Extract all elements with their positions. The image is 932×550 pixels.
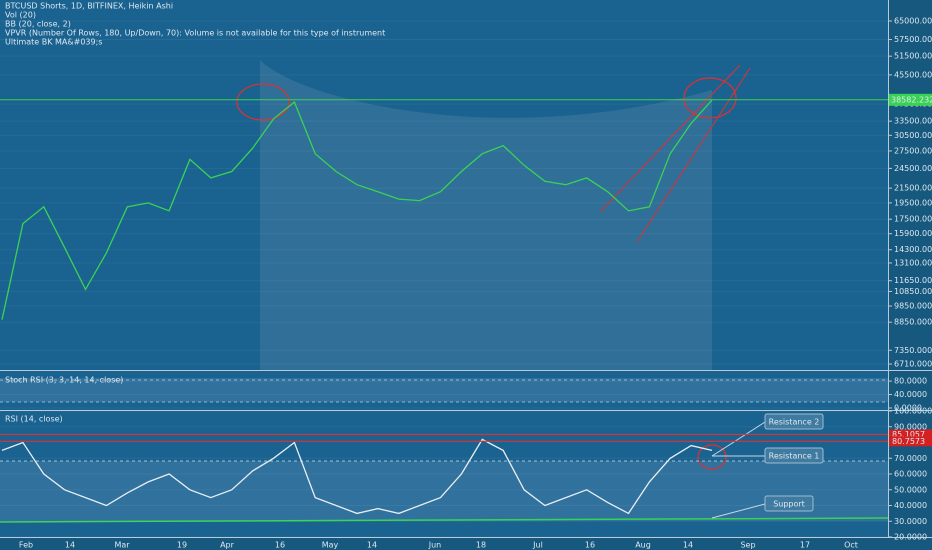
level-label: 80.7573 xyxy=(892,437,925,446)
y-tick-label: 17500.000 xyxy=(894,215,932,224)
x-tick-label: Jul xyxy=(532,541,543,550)
y-tick-label: 0.0000 xyxy=(894,403,922,412)
y-tick-label: 30.0000 xyxy=(894,517,927,526)
y-tick-label: 57500.000 xyxy=(894,35,932,44)
stoch-pane xyxy=(0,371,888,410)
annotation-box xyxy=(764,413,824,430)
y-tick-label: 65000.000 xyxy=(894,17,932,26)
bollinger-band xyxy=(260,60,712,370)
y-tick-label: 9850.000 xyxy=(894,302,932,311)
header-line: BTCUSD Shorts, 1D, BITFINEX, Heikin Ashi xyxy=(5,2,173,11)
price-pane xyxy=(0,0,888,370)
x-tick-label: 16 xyxy=(275,541,285,550)
rsi-pane xyxy=(0,411,888,537)
x-tick-label: 18 xyxy=(476,541,486,550)
level-label: 85.1057 xyxy=(892,430,925,439)
highlight-ellipse xyxy=(236,83,290,121)
highlight-ellipse xyxy=(683,77,737,119)
x-tick-label: Jun xyxy=(428,541,442,550)
y-tick-label: 11650.000 xyxy=(894,276,932,285)
level-label-box xyxy=(889,436,932,447)
series-line xyxy=(1,99,713,320)
x-tick-label: Apr xyxy=(220,541,235,550)
y-tick-label: 27500.000 xyxy=(894,146,932,155)
x-tick-label: 17 xyxy=(800,541,810,550)
series-line xyxy=(1,438,713,515)
y-tick-label: 13100.000 xyxy=(894,258,932,267)
y-tick-label: 8850.000 xyxy=(894,318,932,327)
x-tick-label: Oct xyxy=(844,541,858,550)
y-tick-label: 33500.000 xyxy=(894,117,932,126)
annotation-box xyxy=(764,495,814,512)
y-tick-label: 100.0000 xyxy=(894,407,932,416)
x-tick-label: 14 xyxy=(65,541,75,550)
y-tick-label: 19500.000 xyxy=(894,198,932,207)
header-line: Ultimate BK MA&#039;s xyxy=(5,38,102,47)
y-tick-label: 60.0000 xyxy=(894,470,927,479)
header-line: Vol (20) xyxy=(5,11,36,20)
x-tick-label: 14 xyxy=(367,541,377,550)
header-line: VPVR (Number Of Rows, 180, Up/Down, 70):… xyxy=(5,29,385,38)
price-label-box xyxy=(889,93,932,106)
pane-title: RSI (14, close) xyxy=(5,415,63,424)
y-tick-label: 30500.000 xyxy=(894,131,932,140)
pane-title: Stoch RSI (3, 3, 14, 14, close) xyxy=(5,376,123,385)
price-label: 38582.232 xyxy=(891,95,932,104)
x-tick-label: 16 xyxy=(585,541,595,550)
y-tick-label: 40.0000 xyxy=(894,501,927,510)
annotation-text: Resistance 2 xyxy=(769,418,820,427)
channel-line xyxy=(636,67,751,243)
support-line xyxy=(0,517,889,523)
channel-line xyxy=(599,64,741,213)
y-tick-label: 6710.000 xyxy=(894,360,932,369)
y-tick-label: 51500.000 xyxy=(894,52,932,61)
stoch-band xyxy=(0,378,888,402)
level-label-box xyxy=(889,429,932,440)
x-tick-label: Sep xyxy=(740,541,755,550)
y-tick-label: 20.0000 xyxy=(894,533,927,542)
callout-line xyxy=(711,503,766,519)
x-tick-label: May xyxy=(322,541,339,550)
callout-line xyxy=(711,421,766,457)
x-tick-label: Mar xyxy=(114,541,130,550)
y-tick-label: 10850.000 xyxy=(894,287,932,296)
x-tick-label: 19 xyxy=(177,541,187,550)
y-tick-label: 24500.000 xyxy=(894,164,932,173)
annotation-text: Resistance 1 xyxy=(769,452,820,461)
y-tick-label: 40.0000 xyxy=(894,390,927,399)
highlight-ellipse xyxy=(697,444,727,470)
annotation-text: Support xyxy=(773,500,805,509)
annotation-box xyxy=(764,447,824,464)
x-tick-label: Aug xyxy=(635,541,651,550)
x-tick-label: Feb xyxy=(19,541,33,550)
y-tick-label: 80.0000 xyxy=(894,377,927,386)
y-tick-label: 14300.000 xyxy=(894,245,932,254)
y-tick-label: 50.0000 xyxy=(894,485,927,494)
y-tick-label: 7350.000 xyxy=(894,346,932,355)
header-line: BB (20, close, 2) xyxy=(5,20,71,29)
x-tick-label: 14 xyxy=(683,541,693,550)
y-tick-label: 70.0000 xyxy=(894,454,927,463)
y-tick-label: 15900.000 xyxy=(894,229,932,238)
rsi-band xyxy=(0,461,888,521)
annotations: Resistance 2 Resistance 1 Support xyxy=(711,413,824,519)
y-tick-label: 21500.000 xyxy=(894,184,932,193)
y-tick-label: 90.0000 xyxy=(894,422,927,431)
y-tick-label: 45500.000 xyxy=(894,70,932,79)
